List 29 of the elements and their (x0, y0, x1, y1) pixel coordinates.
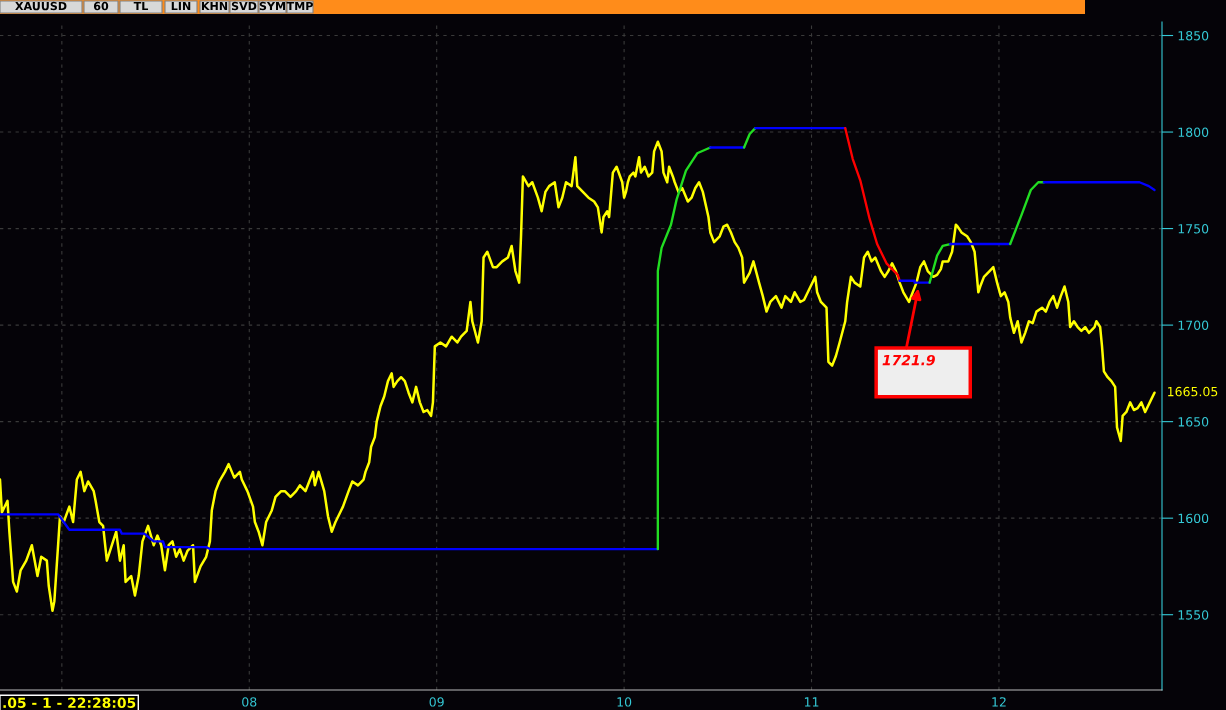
y-tick-label: 1850 (1178, 30, 1209, 41)
text: SYM (259, 1, 286, 11)
text: 60 (93, 1, 109, 11)
y-tick-label: 1750 (1178, 224, 1209, 234)
text: TMP (286, 1, 313, 11)
x-tick-label: 11 (804, 697, 819, 707)
text: LIN (171, 1, 191, 11)
line-series (656, 146, 712, 551)
x-tick-label: 08 (242, 697, 257, 707)
line-series (0, 140, 1156, 613)
y-tick-label: 1800 (1178, 127, 1209, 137)
y-tick-label: 1600 (1178, 513, 1209, 524)
y-tick-label: 1700 (1178, 320, 1209, 331)
chart-title: XAUUSD (15, 1, 67, 11)
x-tick-label: 12 (992, 697, 1006, 707)
line-series (0, 513, 660, 551)
text: KHN (201, 1, 228, 11)
text: SVD (231, 1, 257, 11)
annotation: 1721.9 (882, 354, 935, 366)
x-tick-label: 10 (617, 697, 632, 707)
text: TL (133, 1, 149, 11)
line-series (1009, 181, 1046, 246)
text: .05 - 1 - 22:28:05 (3, 697, 136, 709)
text: 1665.05 (1168, 386, 1218, 397)
line-series (928, 242, 952, 284)
y-tick-label: 1550 (1178, 610, 1209, 620)
line-series (844, 127, 901, 282)
y-tick-label: 1650 (1178, 417, 1209, 427)
x-tick-label: 09 (429, 697, 444, 707)
